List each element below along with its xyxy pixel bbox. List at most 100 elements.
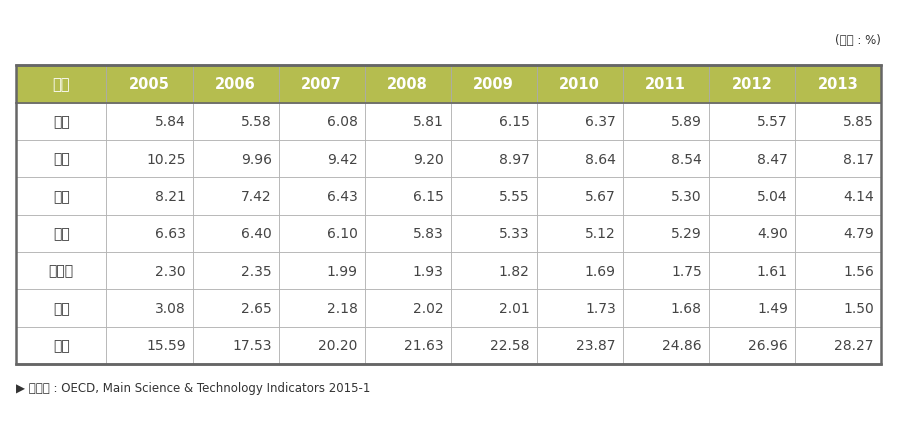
Bar [623, 104, 709, 141]
Text: 1.56: 1.56 [843, 264, 874, 278]
Text: 2012: 2012 [731, 77, 772, 92]
Text: 5.12: 5.12 [585, 227, 616, 241]
Bar [450, 104, 536, 141]
Text: 1.82: 1.82 [499, 264, 530, 278]
Bar [709, 327, 795, 364]
Text: (단위 : %): (단위 : %) [835, 34, 881, 47]
Text: 8.54: 8.54 [671, 152, 701, 166]
Bar [709, 104, 795, 141]
Bar [709, 290, 795, 327]
Text: 한국: 한국 [53, 115, 70, 129]
Bar [623, 66, 709, 104]
Text: 8.64: 8.64 [585, 152, 616, 166]
Bar [107, 215, 193, 252]
Bar [364, 252, 450, 290]
Text: 5.29: 5.29 [671, 227, 701, 241]
Bar [795, 178, 881, 215]
Bar [193, 327, 279, 364]
Text: 1.49: 1.49 [757, 301, 788, 315]
Text: 1.75: 1.75 [671, 264, 701, 278]
Text: 5.85: 5.85 [843, 115, 874, 129]
Bar [16, 66, 881, 364]
Bar [107, 104, 193, 141]
Text: 5.81: 5.81 [413, 115, 444, 129]
Text: 23.87: 23.87 [577, 339, 616, 353]
Bar [279, 178, 364, 215]
Bar [795, 327, 881, 364]
Bar [279, 141, 364, 178]
Text: 2.18: 2.18 [327, 301, 358, 315]
Bar [279, 104, 364, 141]
Bar [364, 141, 450, 178]
Text: 28.27: 28.27 [834, 339, 874, 353]
Text: 1.50: 1.50 [843, 301, 874, 315]
Bar [450, 290, 536, 327]
Text: 24.86: 24.86 [662, 339, 701, 353]
Text: 2.30: 2.30 [155, 264, 186, 278]
Text: 2007: 2007 [301, 77, 342, 92]
Text: 5.55: 5.55 [500, 190, 530, 204]
Text: 2013: 2013 [817, 77, 858, 92]
Text: 5.57: 5.57 [757, 115, 788, 129]
Bar [450, 66, 536, 104]
Text: 일본: 일본 [53, 190, 70, 204]
Text: 2.35: 2.35 [241, 264, 272, 278]
Bar [536, 178, 623, 215]
Text: 3.08: 3.08 [155, 301, 186, 315]
Bar [364, 66, 450, 104]
Text: 독일: 독일 [53, 227, 70, 241]
Bar [623, 141, 709, 178]
Bar [364, 327, 450, 364]
Bar [107, 327, 193, 364]
Bar [536, 104, 623, 141]
Text: 6.43: 6.43 [327, 190, 358, 204]
Text: 8.17: 8.17 [843, 152, 874, 166]
Text: 4.90: 4.90 [757, 227, 788, 241]
Bar [450, 327, 536, 364]
Text: 9.20: 9.20 [413, 152, 444, 166]
Text: 2.01: 2.01 [499, 301, 530, 315]
Bar [623, 290, 709, 327]
Bar [279, 290, 364, 327]
Text: 17.53: 17.53 [232, 339, 272, 353]
Bar [795, 141, 881, 178]
Text: 9.96: 9.96 [240, 152, 272, 166]
Bar [536, 327, 623, 364]
Bar [16, 66, 107, 104]
Bar [623, 327, 709, 364]
Text: 1.99: 1.99 [327, 264, 358, 278]
Text: 5.04: 5.04 [757, 190, 788, 204]
Text: 1.73: 1.73 [585, 301, 616, 315]
Bar [193, 66, 279, 104]
Bar [16, 327, 107, 364]
Text: 중국: 중국 [53, 339, 70, 353]
Text: 2010: 2010 [559, 77, 600, 92]
Bar [16, 178, 107, 215]
Bar [279, 252, 364, 290]
Bar [536, 141, 623, 178]
Bar [107, 290, 193, 327]
Text: 1.93: 1.93 [413, 264, 444, 278]
Bar [16, 252, 107, 290]
Bar [193, 290, 279, 327]
Text: 5.67: 5.67 [585, 190, 616, 204]
Bar [536, 252, 623, 290]
Bar [364, 215, 450, 252]
Text: 프랑스: 프랑스 [48, 264, 74, 278]
Text: ▶ 자료원 : OECD, Main Science & Technology Indicators 2015-1: ▶ 자료원 : OECD, Main Science & Technology … [16, 381, 370, 394]
Text: 2009: 2009 [474, 77, 514, 92]
Bar [193, 178, 279, 215]
Bar [279, 66, 364, 104]
Bar [16, 215, 107, 252]
Text: 5.30: 5.30 [671, 190, 701, 204]
Text: 8.97: 8.97 [499, 152, 530, 166]
Text: 8.21: 8.21 [155, 190, 186, 204]
Text: 5.33: 5.33 [500, 227, 530, 241]
Bar [709, 252, 795, 290]
Bar [16, 290, 107, 327]
Text: 6.15: 6.15 [499, 115, 530, 129]
Text: 2011: 2011 [645, 77, 686, 92]
Bar [536, 290, 623, 327]
Bar [536, 215, 623, 252]
Bar [450, 178, 536, 215]
